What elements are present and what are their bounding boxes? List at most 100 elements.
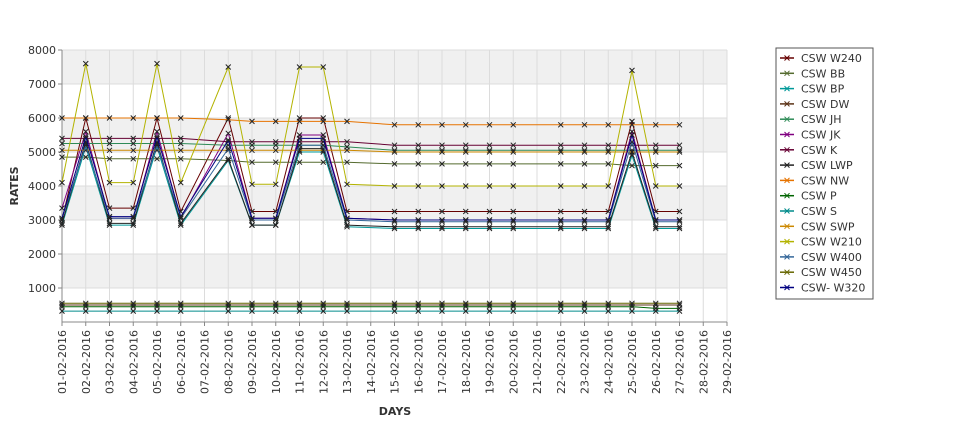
data-point-marker: [82, 128, 89, 135]
legend-item: CSW JK: [780, 129, 841, 142]
data-point-marker: [629, 121, 635, 128]
legend-item: CSW W400: [780, 251, 862, 264]
data-point-marker: [130, 300, 137, 307]
data-point-marker: [272, 308, 279, 314]
data-point-marker: [177, 179, 184, 186]
data-point-marker: [510, 183, 517, 189]
x-tick-label: 01-02-2016: [56, 330, 69, 394]
legend-marker: [784, 238, 790, 245]
data-point-marker: [249, 159, 255, 166]
data-point-marker: [486, 223, 493, 230]
data-point-marker: [557, 121, 564, 128]
data-point-marker: [652, 308, 659, 314]
x-tick-label: 28-02-2016: [697, 330, 710, 394]
x-tick-label: 17-02-2016: [436, 330, 449, 394]
data-point-marker: [130, 220, 137, 227]
y-tick-label: 7000: [28, 78, 56, 91]
data-point-marker: [106, 220, 113, 227]
data-point-marker: [581, 217, 588, 223]
data-point-marker: [439, 142, 445, 149]
data-point-marker: [59, 140, 65, 147]
data-point-marker: [296, 118, 303, 125]
data-point-marker: [462, 208, 469, 215]
data-point-marker: [272, 222, 279, 228]
data-point-marker: [177, 222, 184, 228]
data-point-marker: [415, 217, 422, 223]
data-point-marker: [510, 208, 517, 215]
data-point-marker: [391, 208, 398, 215]
series-line: [61, 140, 680, 223]
data-point-marker: [177, 135, 184, 142]
data-point-marker: [557, 308, 564, 314]
data-point-marker: [391, 142, 398, 149]
data-point-marker: [486, 149, 493, 155]
data-point-marker: [106, 308, 113, 314]
data-point-marker: [462, 183, 469, 189]
data-point-marker: [130, 213, 137, 220]
legend-item: CSW W210: [780, 236, 862, 249]
legend-item: CSW DW: [780, 98, 850, 111]
y-tick-label: 8000: [28, 44, 56, 57]
data-point-marker: [391, 300, 398, 307]
data-point-marker: [82, 60, 89, 67]
data-point-marker: [557, 208, 564, 215]
series-csw-w320: [59, 132, 683, 223]
x-tick-label: 20-02-2016: [507, 330, 520, 394]
data-point-marker: [59, 300, 65, 307]
data-point-marker: [486, 161, 493, 167]
data-point-marker: [177, 147, 184, 154]
series-line: [61, 63, 680, 187]
grid: [61, 49, 728, 322]
legend-label: CSW W210: [801, 236, 862, 249]
data-point-marker: [130, 135, 137, 142]
data-point-marker: [82, 300, 89, 307]
data-point-marker: [415, 142, 422, 149]
tick-labels: 1000 2000 3000 4000 5000 6000 7000 8000 01-02-20…: [28, 44, 734, 394]
data-point-marker: [462, 308, 469, 314]
data-point-marker: [154, 133, 160, 140]
data-point-marker: [462, 149, 469, 155]
legend-marker: [784, 284, 790, 291]
data-point-marker: [272, 215, 279, 222]
data-point-marker: [415, 208, 422, 215]
data-point-marker: [59, 115, 65, 121]
series-csw-w450: [59, 300, 683, 307]
data-point-marker: [249, 308, 255, 314]
data-point-marker: [629, 162, 635, 169]
legend-item: CSW NW: [780, 174, 849, 187]
data-point-marker: [391, 149, 398, 155]
data-point-marker: [249, 118, 255, 125]
data-point-marker: [581, 161, 588, 167]
x-tick-label: 25-02-2016: [626, 330, 639, 394]
legend: CSW W240 CSW BB CSW BP CSW DW CSW JH CSW JK CS…: [775, 47, 874, 300]
data-point-marker: [652, 149, 659, 155]
data-point-marker: [486, 300, 493, 307]
data-point-marker: [391, 161, 398, 167]
data-point-marker: [676, 208, 683, 215]
legend-label: CSW DW: [801, 98, 850, 111]
legend-label: CSW LWP: [801, 159, 853, 172]
data-point-marker: [439, 183, 445, 189]
x-tick-label: 07-02-2016: [199, 330, 212, 394]
x-tick-label: 26-02-2016: [650, 330, 663, 394]
data-point-marker: [59, 222, 65, 228]
data-point-marker: [154, 300, 160, 307]
x-tick-label: 19-02-2016: [484, 330, 497, 394]
data-point-marker: [106, 140, 113, 147]
legend-label: CSW- W320: [801, 282, 865, 295]
data-point-marker: [82, 154, 89, 160]
x-tick-label: 29-02-2016: [721, 330, 734, 394]
data-point-marker: [439, 223, 445, 230]
legend-marker: [784, 162, 790, 168]
data-point-marker: [415, 308, 422, 314]
y-axis-title: RATES: [8, 166, 21, 205]
data-point-marker: [320, 147, 327, 154]
data-point-marker: [154, 308, 160, 314]
data-point-marker: [510, 308, 517, 314]
series-line: [61, 140, 680, 228]
legend-label: CSW JH: [801, 113, 842, 126]
x-tick-label: 05-02-2016: [151, 330, 164, 394]
data-point-marker: [344, 308, 350, 314]
data-point-marker: [391, 183, 398, 189]
